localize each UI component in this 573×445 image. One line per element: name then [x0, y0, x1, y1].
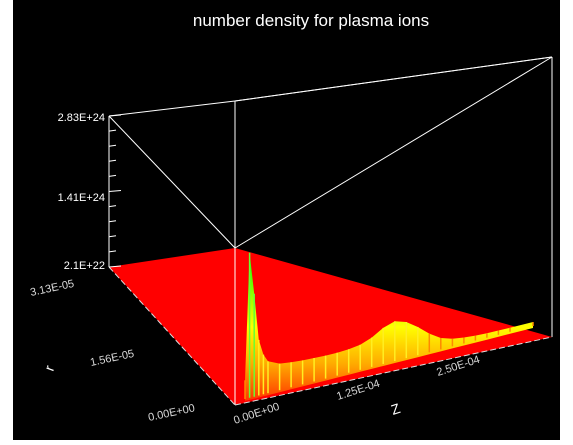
box-edge [234, 56, 553, 249]
box-edge [234, 56, 553, 102]
box-edge [108, 100, 236, 117]
z-axis-tick [108, 174, 117, 177]
z-axis-tick [108, 220, 117, 223]
z-axis-tick [108, 129, 117, 132]
z-axis-tick [108, 205, 117, 208]
density-profile-surface [245, 252, 533, 401]
z-axis-tick [108, 265, 122, 268]
r-tick-label: 0.00E+00 [147, 402, 196, 424]
z-axis-tick [108, 250, 117, 253]
plot-area: number density for plasma ions 2.83E+24 … [13, 0, 560, 440]
surface-plot: number density for plasma ions 2.83E+24 … [29, 11, 553, 427]
z-axis-tick [108, 235, 117, 238]
z-axis-tick [108, 159, 117, 162]
chart-title: number density for plasma ions [193, 11, 429, 30]
x-axis-label: Z [389, 400, 403, 418]
y-axis-label: r [41, 363, 58, 373]
surface-floor [109, 248, 552, 405]
box-edge [108, 266, 236, 406]
box-edge [108, 115, 236, 249]
r-tick-label: 1.56E-05 [89, 348, 135, 369]
z-tick-label: 2.1E+22 [64, 260, 105, 272]
z-axis-tick [108, 190, 122, 192]
r-tick-label: 3.13E-05 [29, 278, 75, 299]
z-axis-tick-label: 0.00E+00 [232, 401, 281, 427]
z-tick-label: 1.41E+24 [58, 192, 105, 204]
z-axis-tick [108, 114, 122, 117]
z-axis-tick [108, 144, 117, 147]
z-tick-label: 2.83E+24 [58, 112, 105, 124]
box-edge [234, 336, 553, 406]
